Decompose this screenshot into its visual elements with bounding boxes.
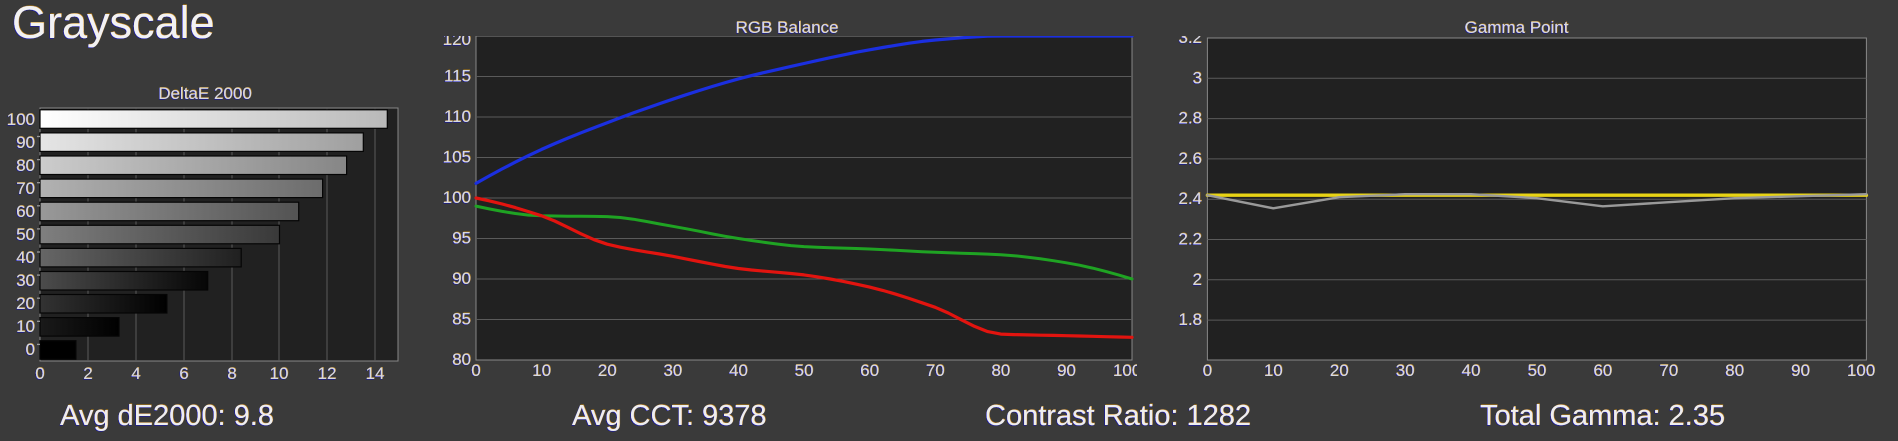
svg-text:70: 70	[1659, 361, 1678, 376]
svg-text:2.4: 2.4	[1178, 189, 1202, 208]
svg-text:40: 40	[1462, 361, 1481, 376]
svg-text:30: 30	[16, 271, 35, 290]
svg-text:0: 0	[471, 361, 480, 376]
svg-text:30: 30	[663, 361, 682, 376]
svg-text:100: 100	[1847, 361, 1875, 376]
svg-text:14: 14	[366, 364, 385, 383]
svg-text:70: 70	[926, 361, 945, 376]
svg-text:90: 90	[1791, 361, 1810, 376]
svg-text:120: 120	[443, 36, 471, 49]
svg-text:6: 6	[179, 364, 188, 383]
svg-text:80: 80	[16, 156, 35, 175]
svg-text:90: 90	[16, 133, 35, 152]
svg-text:2.6: 2.6	[1178, 149, 1202, 168]
svg-text:2.2: 2.2	[1178, 230, 1202, 249]
svg-text:40: 40	[729, 361, 748, 376]
svg-text:2.8: 2.8	[1178, 109, 1202, 128]
svg-text:10: 10	[1264, 361, 1283, 376]
svg-text:60: 60	[16, 202, 35, 221]
svg-text:8: 8	[227, 364, 236, 383]
svg-text:85: 85	[452, 310, 471, 329]
svg-text:30: 30	[1396, 361, 1415, 376]
svg-text:20: 20	[598, 361, 617, 376]
svg-text:3.2: 3.2	[1178, 36, 1202, 47]
svg-text:80: 80	[991, 361, 1010, 376]
svg-text:12: 12	[318, 364, 337, 383]
svg-text:2: 2	[1193, 270, 1202, 289]
svg-text:50: 50	[1527, 361, 1546, 376]
svg-text:3: 3	[1193, 68, 1202, 87]
svg-text:100: 100	[7, 110, 35, 129]
svg-text:2: 2	[83, 364, 92, 383]
svg-text:100: 100	[443, 188, 471, 207]
svg-text:70: 70	[16, 179, 35, 198]
svg-text:80: 80	[1725, 361, 1744, 376]
svg-text:1.8: 1.8	[1178, 310, 1202, 329]
svg-text:105: 105	[443, 148, 471, 167]
svg-text:90: 90	[452, 269, 471, 288]
svg-text:0: 0	[1203, 361, 1212, 376]
svg-text:50: 50	[795, 361, 814, 376]
svg-text:100: 100	[1113, 361, 1137, 376]
svg-text:40: 40	[16, 248, 35, 267]
svg-text:10: 10	[532, 361, 551, 376]
svg-text:4: 4	[131, 364, 140, 383]
svg-text:10: 10	[16, 317, 35, 336]
svg-text:60: 60	[1593, 361, 1612, 376]
svg-text:80: 80	[452, 350, 471, 369]
svg-text:50: 50	[16, 225, 35, 244]
svg-text:0: 0	[26, 340, 35, 359]
svg-text:95: 95	[452, 229, 471, 248]
svg-text:20: 20	[1330, 361, 1349, 376]
svg-text:110: 110	[444, 107, 471, 126]
svg-text:90: 90	[1057, 361, 1076, 376]
svg-text:115: 115	[444, 67, 471, 86]
svg-text:0: 0	[35, 364, 44, 383]
svg-text:60: 60	[860, 361, 879, 376]
svg-text:20: 20	[16, 294, 35, 313]
svg-text:10: 10	[270, 364, 289, 383]
